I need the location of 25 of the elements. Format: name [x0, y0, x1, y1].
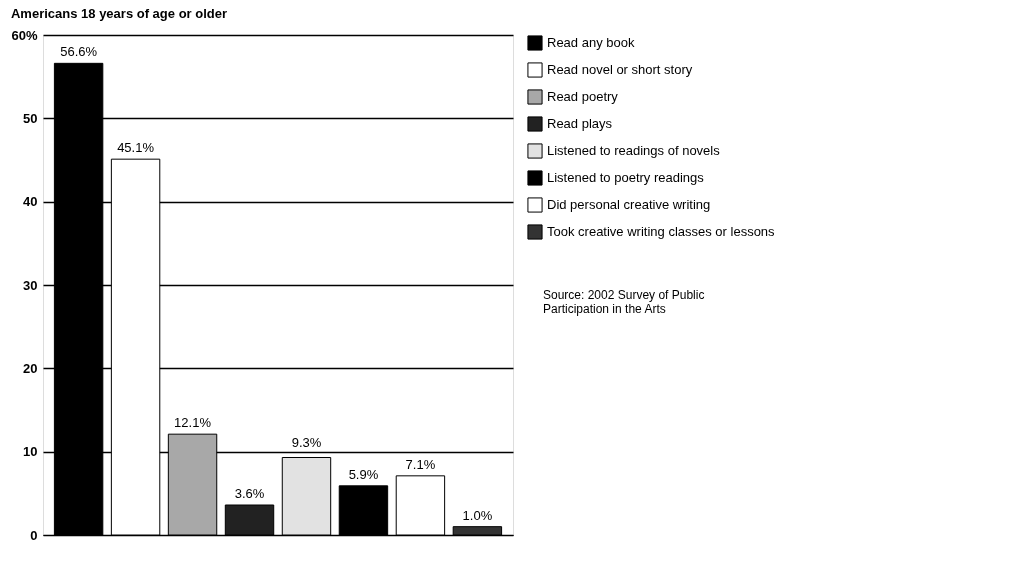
data-label: 45.1%	[117, 140, 155, 156]
y-tick-label: 40	[23, 194, 38, 210]
legend-label: Read plays	[547, 116, 613, 131]
y-tick-label: 50	[23, 110, 38, 126]
y-tick-label: 30	[23, 277, 38, 293]
legend-label: Read poetry	[547, 89, 619, 104]
data-label: 9.3%	[291, 434, 322, 450]
data-label: 56.6%	[60, 44, 98, 60]
data-label: 12.1%	[174, 415, 212, 431]
data-label: 7.1%	[405, 456, 436, 472]
legend-label: Listened to readings of novels	[547, 143, 721, 158]
y-tick-label: 60%	[11, 27, 38, 43]
y-tick-label: 0	[30, 527, 38, 543]
legend-label: Read any book	[547, 35, 635, 50]
data-label: 1.0%	[462, 507, 493, 523]
y-tick-label: 20	[23, 360, 38, 376]
legend-label: Listened to poetry readings	[547, 170, 705, 185]
source-note: Source: 2002 Survey of Public Participation in the Arts	[543, 288, 705, 316]
chart-title: Americans 18 years of age or older	[10, 6, 228, 21]
legend-label: Read novel or short story	[547, 62, 693, 77]
y-tick-label: 10	[23, 444, 38, 460]
data-label: 5.9%	[348, 466, 379, 482]
legend-label: Did personal creative writing	[547, 197, 711, 212]
data-label: 3.6%	[234, 486, 265, 501]
legend-label: Took creative writing classes or lessons	[547, 224, 776, 239]
